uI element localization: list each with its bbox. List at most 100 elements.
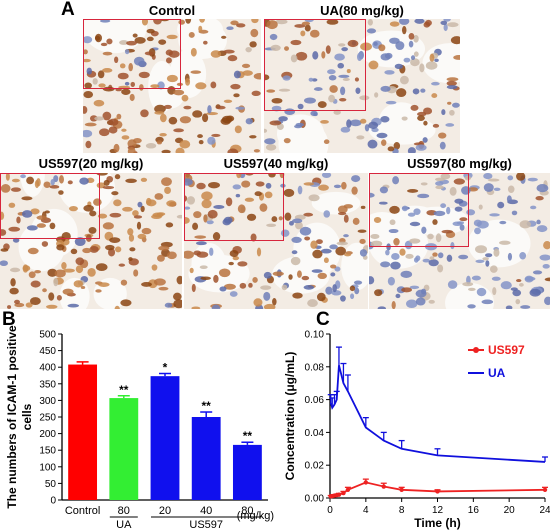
stained-cell — [393, 237, 400, 246]
stained-cell — [343, 234, 349, 238]
stained-cell — [454, 206, 463, 212]
unit-label: (mg/kg) — [237, 510, 274, 522]
stained-cell — [186, 196, 195, 205]
stained-cell — [489, 213, 500, 217]
stained-cell — [208, 181, 220, 189]
stained-cell — [154, 111, 165, 115]
legend-label: UA — [488, 366, 506, 380]
zoom-inset — [184, 173, 284, 241]
stained-cell — [161, 149, 171, 153]
stained-cell — [265, 182, 272, 189]
stained-cell — [166, 74, 178, 83]
stained-cell — [532, 270, 543, 275]
stained-cell — [380, 53, 391, 61]
stained-cell — [435, 185, 445, 190]
y-tick-label: 0.10 — [305, 330, 325, 341]
category-label: 80 — [241, 505, 253, 517]
stained-cell — [447, 280, 458, 289]
stained-cell — [232, 184, 242, 190]
micrograph-us597-80 — [369, 173, 550, 309]
stained-cell — [84, 122, 97, 127]
x-axis-label: Time (h) — [414, 516, 460, 530]
stained-cell — [515, 299, 521, 305]
stained-cell — [419, 63, 425, 73]
stained-cell — [435, 181, 444, 186]
stained-cell — [373, 41, 378, 46]
stained-cell — [138, 71, 150, 79]
stained-cell — [133, 56, 145, 66]
stained-cell — [377, 306, 386, 309]
stained-cell — [376, 132, 388, 139]
stained-cell — [351, 186, 358, 195]
stained-cell — [161, 177, 172, 187]
stained-cell — [462, 282, 474, 287]
stained-cell — [45, 304, 58, 309]
stained-cell — [47, 268, 58, 277]
stained-cell — [343, 214, 349, 223]
stained-cell — [188, 32, 195, 38]
stained-cell — [404, 240, 413, 250]
alveolar-space — [422, 43, 460, 84]
stained-cell — [153, 278, 166, 286]
stained-cell — [98, 83, 106, 88]
stained-cell — [389, 219, 396, 226]
stained-cell — [50, 178, 55, 186]
data-point — [542, 487, 548, 492]
stained-cell — [236, 173, 242, 179]
stained-cell — [422, 258, 431, 263]
stained-cell — [354, 287, 360, 295]
stained-cell — [195, 241, 207, 246]
stained-cell — [283, 188, 295, 197]
stained-cell — [128, 63, 134, 72]
stained-cell — [219, 286, 227, 292]
stained-cell — [351, 175, 361, 183]
image-title-us597-80: US597(80 mg/kg) — [407, 156, 512, 171]
data-point — [381, 484, 386, 489]
stained-cell — [271, 105, 282, 112]
stained-cell — [154, 104, 166, 113]
stained-cell — [446, 85, 458, 90]
stained-cell — [269, 120, 282, 126]
stained-cell — [402, 26, 407, 35]
stained-cell — [146, 28, 155, 34]
stained-cell — [93, 99, 105, 107]
stained-cell — [83, 106, 88, 114]
stained-cell — [120, 279, 128, 286]
y-tick-label: 150 — [39, 446, 56, 457]
stained-cell — [198, 140, 204, 145]
stained-cell — [0, 211, 5, 220]
stained-cell — [527, 177, 538, 182]
stained-cell — [309, 29, 320, 38]
stained-cell — [241, 180, 251, 188]
stained-cell — [332, 284, 337, 293]
stained-cell — [356, 52, 363, 62]
stained-cell — [381, 139, 387, 147]
stained-cell — [179, 140, 191, 149]
stained-cell — [337, 205, 348, 214]
stained-cell — [114, 56, 119, 64]
stained-cell — [157, 254, 165, 262]
stained-cell — [133, 215, 143, 219]
stained-cell — [326, 19, 339, 25]
stained-cell — [342, 77, 350, 82]
stained-cell — [367, 139, 378, 149]
stained-cell — [281, 284, 288, 291]
stained-cell — [67, 180, 73, 185]
stained-cell — [30, 208, 40, 215]
stained-cell — [154, 193, 164, 200]
stained-cell — [519, 282, 524, 287]
stained-cell — [389, 21, 400, 27]
stained-cell — [225, 197, 233, 207]
stained-cell — [516, 173, 526, 181]
stained-cell — [168, 50, 180, 58]
stained-cell — [68, 206, 78, 212]
stained-cell — [341, 47, 348, 52]
stained-cell — [349, 119, 362, 127]
stained-cell — [395, 41, 405, 51]
stained-cell — [467, 304, 476, 309]
data-point — [336, 492, 342, 497]
stained-cell — [344, 253, 352, 257]
stained-cell — [536, 184, 549, 193]
stained-cell — [159, 113, 167, 123]
stained-cell — [439, 141, 446, 150]
